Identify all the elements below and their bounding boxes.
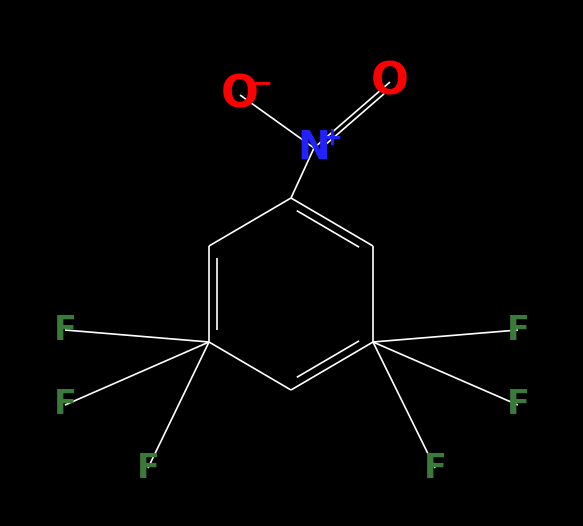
Text: F: F — [507, 389, 529, 421]
Text: N: N — [298, 129, 331, 167]
Text: O: O — [371, 60, 409, 104]
Text: O: O — [221, 74, 259, 116]
Text: F: F — [54, 313, 76, 347]
Text: F: F — [54, 389, 76, 421]
Text: F: F — [136, 451, 159, 484]
Text: +: + — [322, 126, 342, 150]
Text: F: F — [424, 451, 447, 484]
Text: −: − — [251, 71, 272, 95]
Text: F: F — [507, 313, 529, 347]
